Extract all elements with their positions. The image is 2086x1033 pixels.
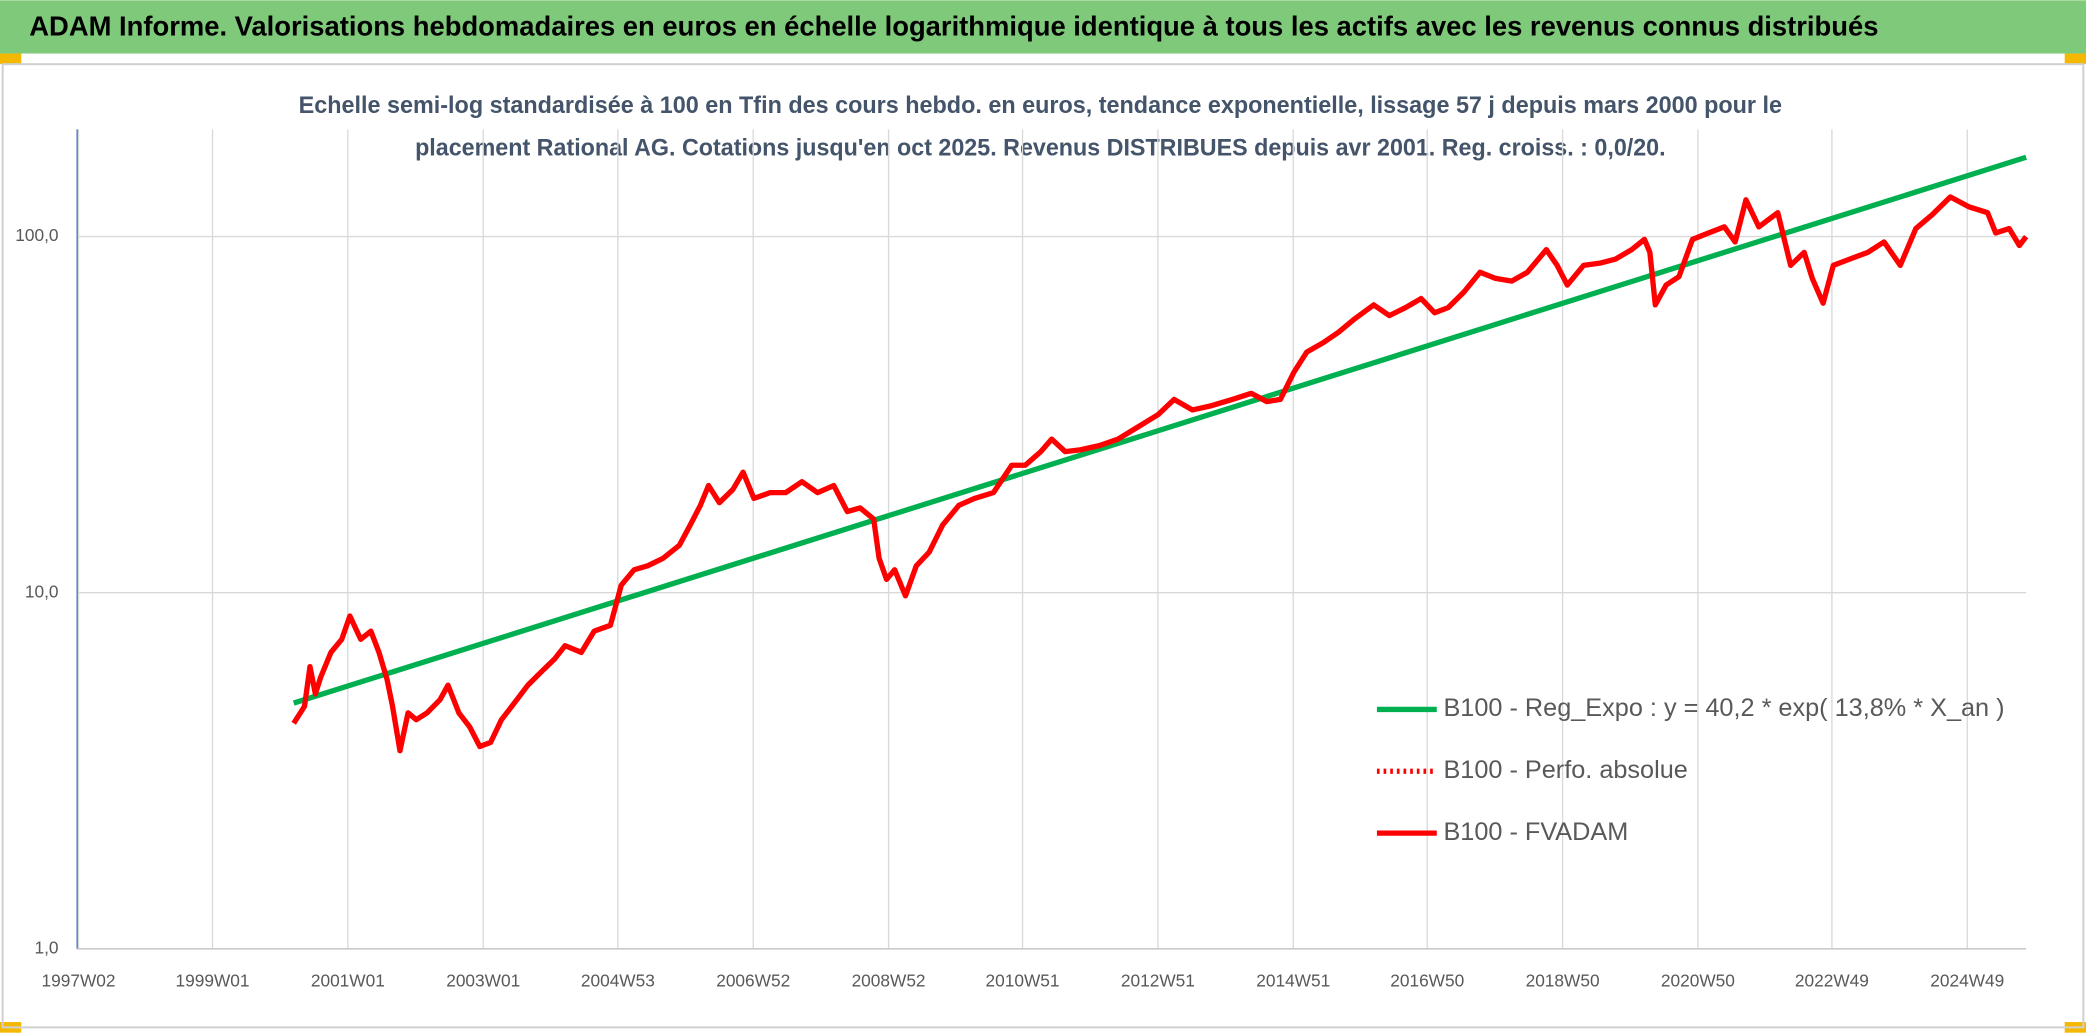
x-tick-label: 2012W51 <box>1121 971 1195 991</box>
x-tick-label: 2014W51 <box>1256 971 1330 991</box>
chart-subtitle: Echelle semi-log standardisée à 100 en T… <box>299 92 1782 119</box>
x-tick-label: 2016W50 <box>1390 971 1464 991</box>
x-tick-label: 2022W49 <box>1795 971 1869 991</box>
chart-subtitle: placement Rational AG. Cotations jusqu'e… <box>415 135 1666 162</box>
legend-label: B100 - Reg_Expo : y = 40,2 * exp( 13,8% … <box>1443 694 2004 722</box>
page-title: ADAM Informe. Valorisations hebdomadaire… <box>29 11 1878 42</box>
y-tick-label: 100,0 <box>15 225 58 245</box>
series-line <box>291 194 2029 754</box>
corner-marker <box>0 53 22 65</box>
series-line <box>292 154 2027 706</box>
x-tick-label: 2018W50 <box>1526 971 1600 991</box>
chart-frame <box>1 63 2085 1029</box>
corner-marker <box>2064 53 2086 65</box>
legend-label: B100 - FVADAM <box>1443 818 1628 846</box>
x-tick-label: 2020W50 <box>1661 971 1735 991</box>
y-tick-label: 10,0 <box>25 581 59 601</box>
x-tick-label: 2001W01 <box>311 971 385 991</box>
header-bar <box>0 0 2086 54</box>
x-tick-label: 2024W49 <box>1930 971 2004 991</box>
x-tick-label: 2008W52 <box>852 971 926 991</box>
x-tick-label: 2004W53 <box>581 971 655 991</box>
x-tick-label: 2006W52 <box>716 971 790 991</box>
y-tick-label: 1,0 <box>35 937 59 957</box>
x-tick-label: 1999W01 <box>176 971 250 991</box>
x-tick-label: 2003W01 <box>446 971 520 991</box>
legend-label: B100 - Perfo. absolue <box>1443 756 1687 784</box>
x-tick-label: 1997W02 <box>42 971 116 991</box>
x-tick-label: 2010W51 <box>986 971 1060 991</box>
